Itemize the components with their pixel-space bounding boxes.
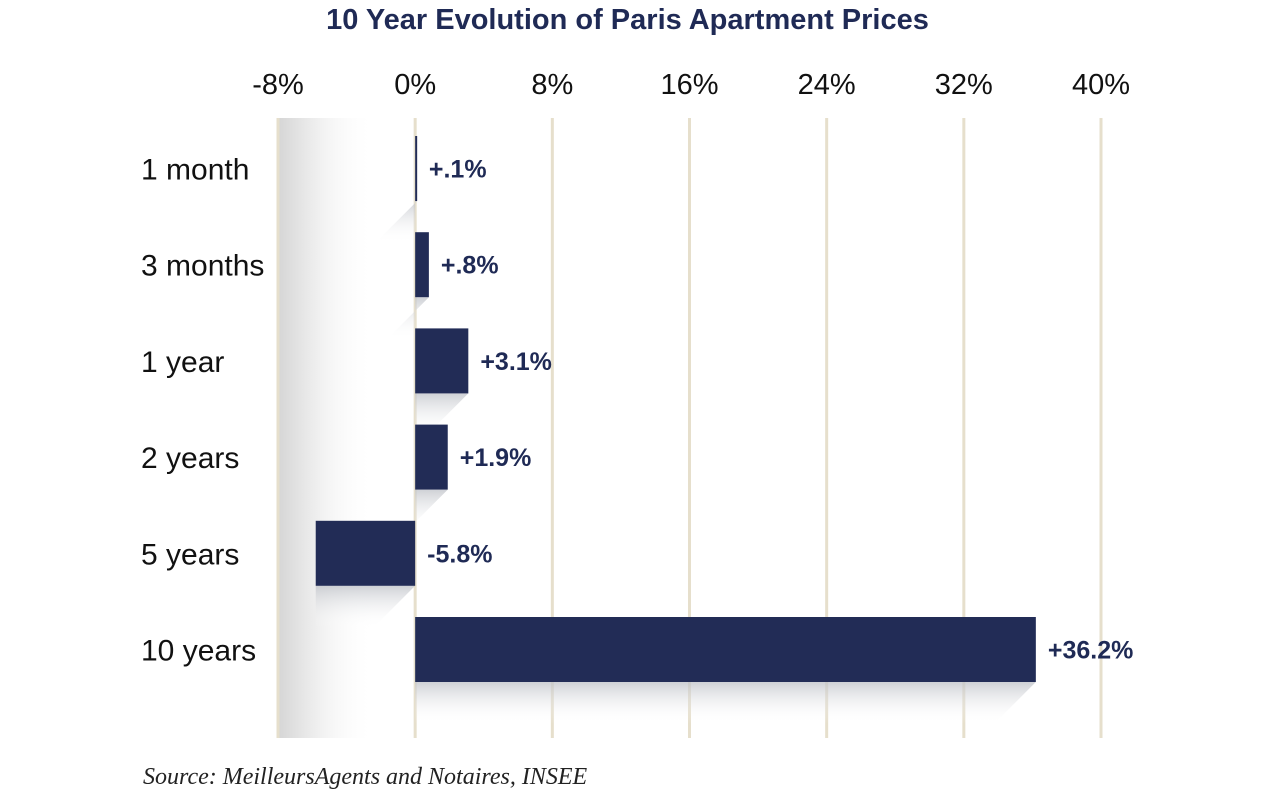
data-label: +1.9%: [460, 444, 532, 472]
x-tick-label: 32%: [935, 69, 993, 101]
category-label: 2 years: [141, 442, 239, 475]
data-label: +.8%: [441, 252, 499, 280]
bar: [415, 617, 1036, 682]
bar-shadow: [386, 297, 429, 340]
bar-shadow: [315, 585, 416, 628]
category-label: 5 years: [141, 538, 239, 571]
data-label: +36.2%: [1048, 637, 1134, 665]
bar-shadow: [415, 682, 1036, 724]
data-label: +3.1%: [480, 348, 552, 376]
x-tick-label: 16%: [660, 69, 718, 101]
bar-shadow: [375, 201, 418, 243]
bar: [415, 328, 469, 394]
bar: [415, 136, 418, 201]
data-label: +.1%: [429, 156, 487, 184]
x-tick-label: 40%: [1072, 69, 1130, 101]
category-label: 3 months: [141, 250, 264, 283]
data-label: -5.8%: [427, 540, 492, 568]
source-note: Source: MeilleursAgents and Notaires, IN…: [143, 764, 588, 790]
x-tick-label: 24%: [798, 69, 856, 101]
category-label: 10 years: [141, 635, 256, 668]
bar: [415, 232, 429, 298]
bar-shadow: [405, 489, 448, 532]
x-tick-label: 0%: [394, 69, 436, 101]
chart-title: 10 Year Evolution of Paris Apartment Pri…: [326, 4, 929, 36]
x-tick-label: 8%: [531, 69, 573, 101]
bar: [315, 520, 416, 586]
x-tick-label: -8%: [252, 69, 304, 101]
category-label: 1 month: [141, 154, 249, 187]
category-label: 1 year: [141, 346, 224, 379]
plot-left-shade: [279, 118, 374, 738]
bar: [415, 424, 448, 490]
